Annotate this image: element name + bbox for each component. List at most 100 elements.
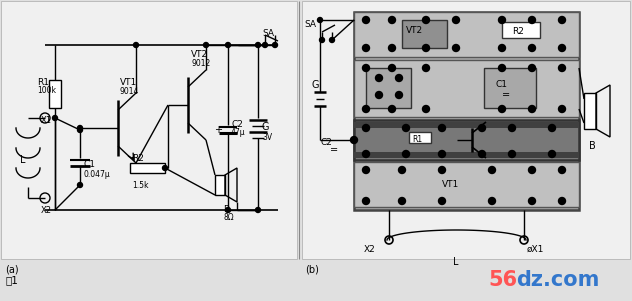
Circle shape [559,17,566,23]
Text: SA: SA [262,29,274,38]
Text: C2: C2 [231,120,243,129]
Circle shape [528,17,535,23]
Text: 9014: 9014 [120,87,140,96]
Text: 9012: 9012 [191,59,210,68]
Text: G: G [262,122,269,132]
Circle shape [489,197,495,204]
Text: +: + [214,125,222,135]
Circle shape [78,126,83,131]
Circle shape [423,105,430,113]
Circle shape [403,125,410,132]
Circle shape [453,17,459,23]
Bar [302,1,630,259]
Text: VT2: VT2 [406,26,423,35]
Circle shape [351,136,358,144]
Circle shape [499,45,506,51]
Text: 3V: 3V [262,133,272,142]
Bar [1,1,297,259]
Circle shape [329,38,334,42]
Bar [130,163,165,173]
Circle shape [423,17,430,23]
Circle shape [204,42,209,48]
Text: 1.5k: 1.5k [132,181,149,190]
Bar [354,12,579,210]
Bar [354,60,579,117]
Bar [354,12,579,57]
Circle shape [52,116,58,120]
Text: G: G [311,80,319,90]
Text: L: L [453,257,459,267]
Circle shape [559,166,566,173]
Circle shape [389,64,396,72]
Circle shape [499,64,506,72]
Circle shape [375,92,382,98]
Text: R2: R2 [132,154,144,163]
Circle shape [363,45,370,51]
Text: (b): (b) [305,264,319,274]
Text: B: B [223,205,229,214]
Circle shape [255,42,260,48]
Circle shape [133,42,138,48]
Circle shape [389,17,396,23]
Circle shape [396,92,403,98]
Circle shape [559,45,566,51]
Circle shape [78,182,83,188]
Text: 8Ω: 8Ω [223,213,234,222]
Circle shape [162,166,167,170]
Bar [215,175,225,195]
Circle shape [509,125,516,132]
Bar [366,68,411,108]
Text: X2: X2 [41,206,52,215]
Circle shape [363,17,370,23]
Circle shape [272,42,277,48]
Text: =: = [502,90,510,100]
Text: C1: C1 [496,80,508,89]
Circle shape [528,197,535,204]
Text: SA: SA [304,20,316,29]
Circle shape [528,166,535,173]
Circle shape [255,207,260,213]
Circle shape [399,166,406,173]
Circle shape [262,42,267,48]
Circle shape [389,105,396,113]
Circle shape [478,125,485,132]
Circle shape [399,197,406,204]
Text: X2: X2 [363,245,375,254]
Text: R1: R1 [37,78,49,87]
Text: 100k: 100k [37,86,56,95]
Circle shape [439,197,446,204]
Text: øX1: øX1 [527,245,544,254]
Circle shape [559,197,566,204]
Text: VT2: VT2 [191,50,208,59]
Text: 56: 56 [488,270,517,290]
Bar [354,120,579,160]
Bar [354,122,579,128]
Circle shape [320,38,324,42]
Text: X1: X1 [41,116,52,125]
Circle shape [509,150,516,157]
Bar [354,152,579,158]
Circle shape [528,45,535,51]
Circle shape [363,197,370,204]
Text: R1: R1 [412,135,422,144]
Circle shape [423,45,430,51]
Circle shape [439,125,446,132]
Circle shape [499,105,506,113]
Circle shape [363,64,370,72]
Text: B: B [588,141,595,151]
Bar [584,93,596,129]
Circle shape [453,45,459,51]
Circle shape [478,150,485,157]
Circle shape [403,150,410,157]
Text: =: = [330,145,338,155]
Text: C1: C1 [83,160,95,169]
Text: VT1: VT1 [442,180,459,189]
Text: L: L [20,155,26,165]
Text: 47μ: 47μ [231,128,246,137]
Text: dz.com: dz.com [516,270,599,290]
Circle shape [363,125,370,132]
Bar [49,80,61,108]
Circle shape [549,150,556,157]
Circle shape [226,42,231,48]
Text: (a): (a) [5,264,18,274]
